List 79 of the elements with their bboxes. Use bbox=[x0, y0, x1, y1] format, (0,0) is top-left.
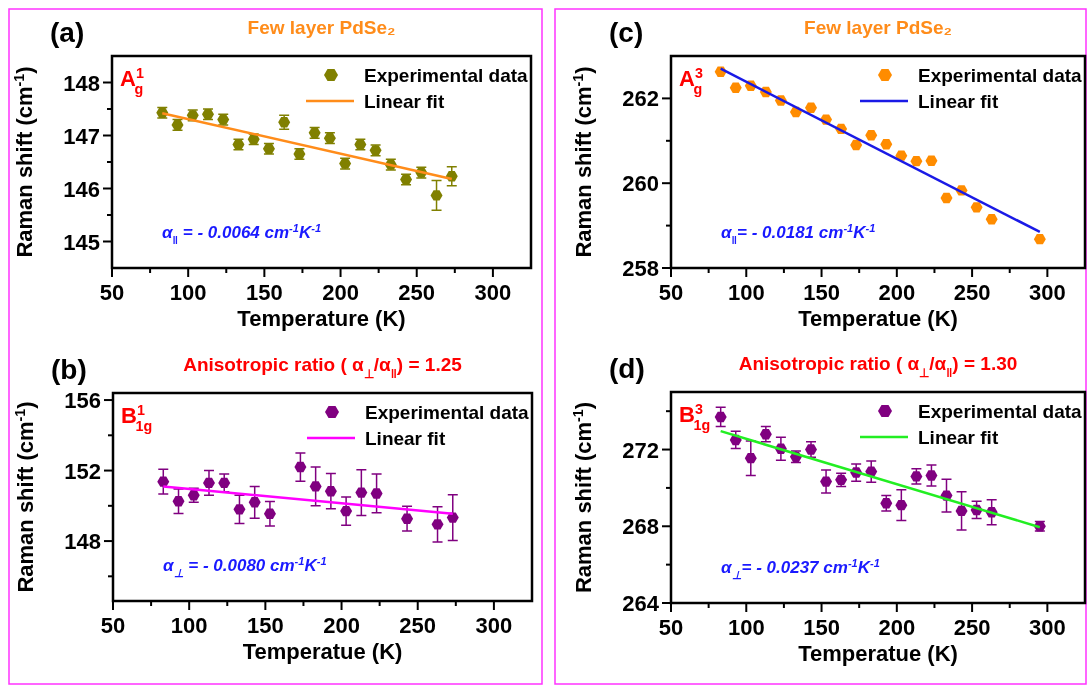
x-tick-label: 100 bbox=[170, 613, 208, 638]
x-tick-label: 250 bbox=[398, 280, 436, 305]
x-tick-label: 200 bbox=[878, 615, 916, 640]
y-tick-label: 262 bbox=[622, 86, 659, 112]
x-tick-label: 200 bbox=[878, 280, 916, 305]
text: (a) bbox=[50, 17, 85, 48]
point bbox=[1033, 233, 1046, 245]
text: (b) bbox=[51, 354, 87, 385]
x-tick-label: 150 bbox=[247, 613, 284, 638]
x-tick-label: 100 bbox=[727, 280, 765, 305]
legend-label: Experimental data bbox=[918, 401, 1083, 422]
y-tick-label: 258 bbox=[622, 256, 659, 281]
x-tick-label: 300 bbox=[475, 613, 513, 638]
point bbox=[355, 487, 368, 498]
point bbox=[233, 504, 246, 515]
chart-title: Anisotropic ratio ( α$_{⊥}$/α$_{‖}$) = 1.25 bbox=[183, 354, 463, 381]
x-tick-label: 50 bbox=[658, 280, 684, 305]
x-tick-label: 150 bbox=[803, 615, 840, 640]
chart-title: Anisotropic ratio ( α$_{⊥}$/α$_{‖}$) = 1.30 bbox=[738, 353, 1018, 380]
x-axis-title: Temperature (K) bbox=[237, 306, 406, 331]
annotation: α$_{⊥}$= - 0.0237 cm$^{-1}$K$^{-1}$ bbox=[721, 557, 880, 581]
point bbox=[880, 139, 893, 150]
x-tick-label: 200 bbox=[322, 280, 359, 305]
y-tick-label: 146 bbox=[63, 176, 100, 202]
point bbox=[370, 488, 383, 499]
annotation: α$_{‖}$= - 0.0181 cm$^{-1}$K$^{-1}$ bbox=[721, 222, 876, 246]
x-tick-label: 300 bbox=[474, 280, 512, 305]
legend-label: Experimental data bbox=[365, 402, 530, 423]
x-axis-title: Temperatue (K) bbox=[798, 306, 958, 331]
y-tick-label: 264 bbox=[622, 591, 660, 616]
legend-label: Linear fit bbox=[364, 91, 445, 112]
y-tick-label: 152 bbox=[64, 458, 101, 484]
text: (d) bbox=[609, 353, 645, 384]
point bbox=[865, 130, 878, 141]
point bbox=[985, 214, 998, 225]
legend-label: Linear fit bbox=[918, 91, 999, 112]
legend-label: Experimental data bbox=[364, 65, 529, 86]
x-tick-label: 200 bbox=[323, 613, 360, 638]
y-tick-label: 272 bbox=[622, 437, 659, 463]
annotation: α$_{‖}$ = - 0.0064 cm$^{-1}$K$^{-1}$ bbox=[162, 222, 322, 246]
y-tick-label: 156 bbox=[64, 388, 101, 414]
text: (c) bbox=[609, 17, 644, 48]
chart-title: Few layer PdSe₂ bbox=[804, 17, 952, 38]
x-tick-label: 300 bbox=[1029, 280, 1066, 305]
y-tick-label: 268 bbox=[622, 514, 659, 540]
point bbox=[729, 82, 742, 93]
x-tick-label: 100 bbox=[727, 615, 765, 640]
point bbox=[910, 155, 923, 167]
point bbox=[309, 481, 322, 492]
point bbox=[431, 519, 444, 530]
y-tick-label: 260 bbox=[622, 171, 659, 197]
x-tick-label: 150 bbox=[803, 280, 840, 305]
y-tick-label: 147 bbox=[63, 123, 100, 149]
x-tick-label: 150 bbox=[246, 280, 283, 305]
point bbox=[805, 102, 818, 113]
x-tick-label: 250 bbox=[953, 615, 991, 640]
y-tick-label: 148 bbox=[64, 529, 101, 555]
point bbox=[430, 190, 443, 201]
point bbox=[850, 139, 863, 151]
y-tick-label: 148 bbox=[63, 70, 100, 96]
legend-label: Linear fit bbox=[918, 427, 999, 448]
annotation: α$_{⊥}$ = - 0.0080 cm$^{-1}$K$^{-1}$ bbox=[163, 555, 327, 579]
legend-label: Experimental data bbox=[918, 65, 1083, 86]
point bbox=[940, 192, 953, 204]
x-axis-title: Temperatue (K) bbox=[798, 641, 958, 666]
x-tick-label: 250 bbox=[953, 280, 991, 305]
x-tick-label: 50 bbox=[658, 615, 684, 640]
point bbox=[925, 470, 938, 481]
x-tick-label: 100 bbox=[169, 280, 207, 305]
point bbox=[925, 155, 938, 166]
x-axis-title: Temperatue (K) bbox=[242, 639, 403, 664]
chart-title: Few layer PdSe₂ bbox=[247, 17, 396, 38]
y-tick-label: 145 bbox=[63, 229, 100, 255]
x-tick-label: 50 bbox=[99, 280, 125, 305]
x-tick-label: 250 bbox=[399, 613, 437, 638]
x-tick-label: 50 bbox=[100, 613, 126, 638]
x-tick-label: 300 bbox=[1029, 615, 1066, 640]
point bbox=[970, 202, 983, 213]
legend-label: Linear fit bbox=[365, 428, 446, 449]
